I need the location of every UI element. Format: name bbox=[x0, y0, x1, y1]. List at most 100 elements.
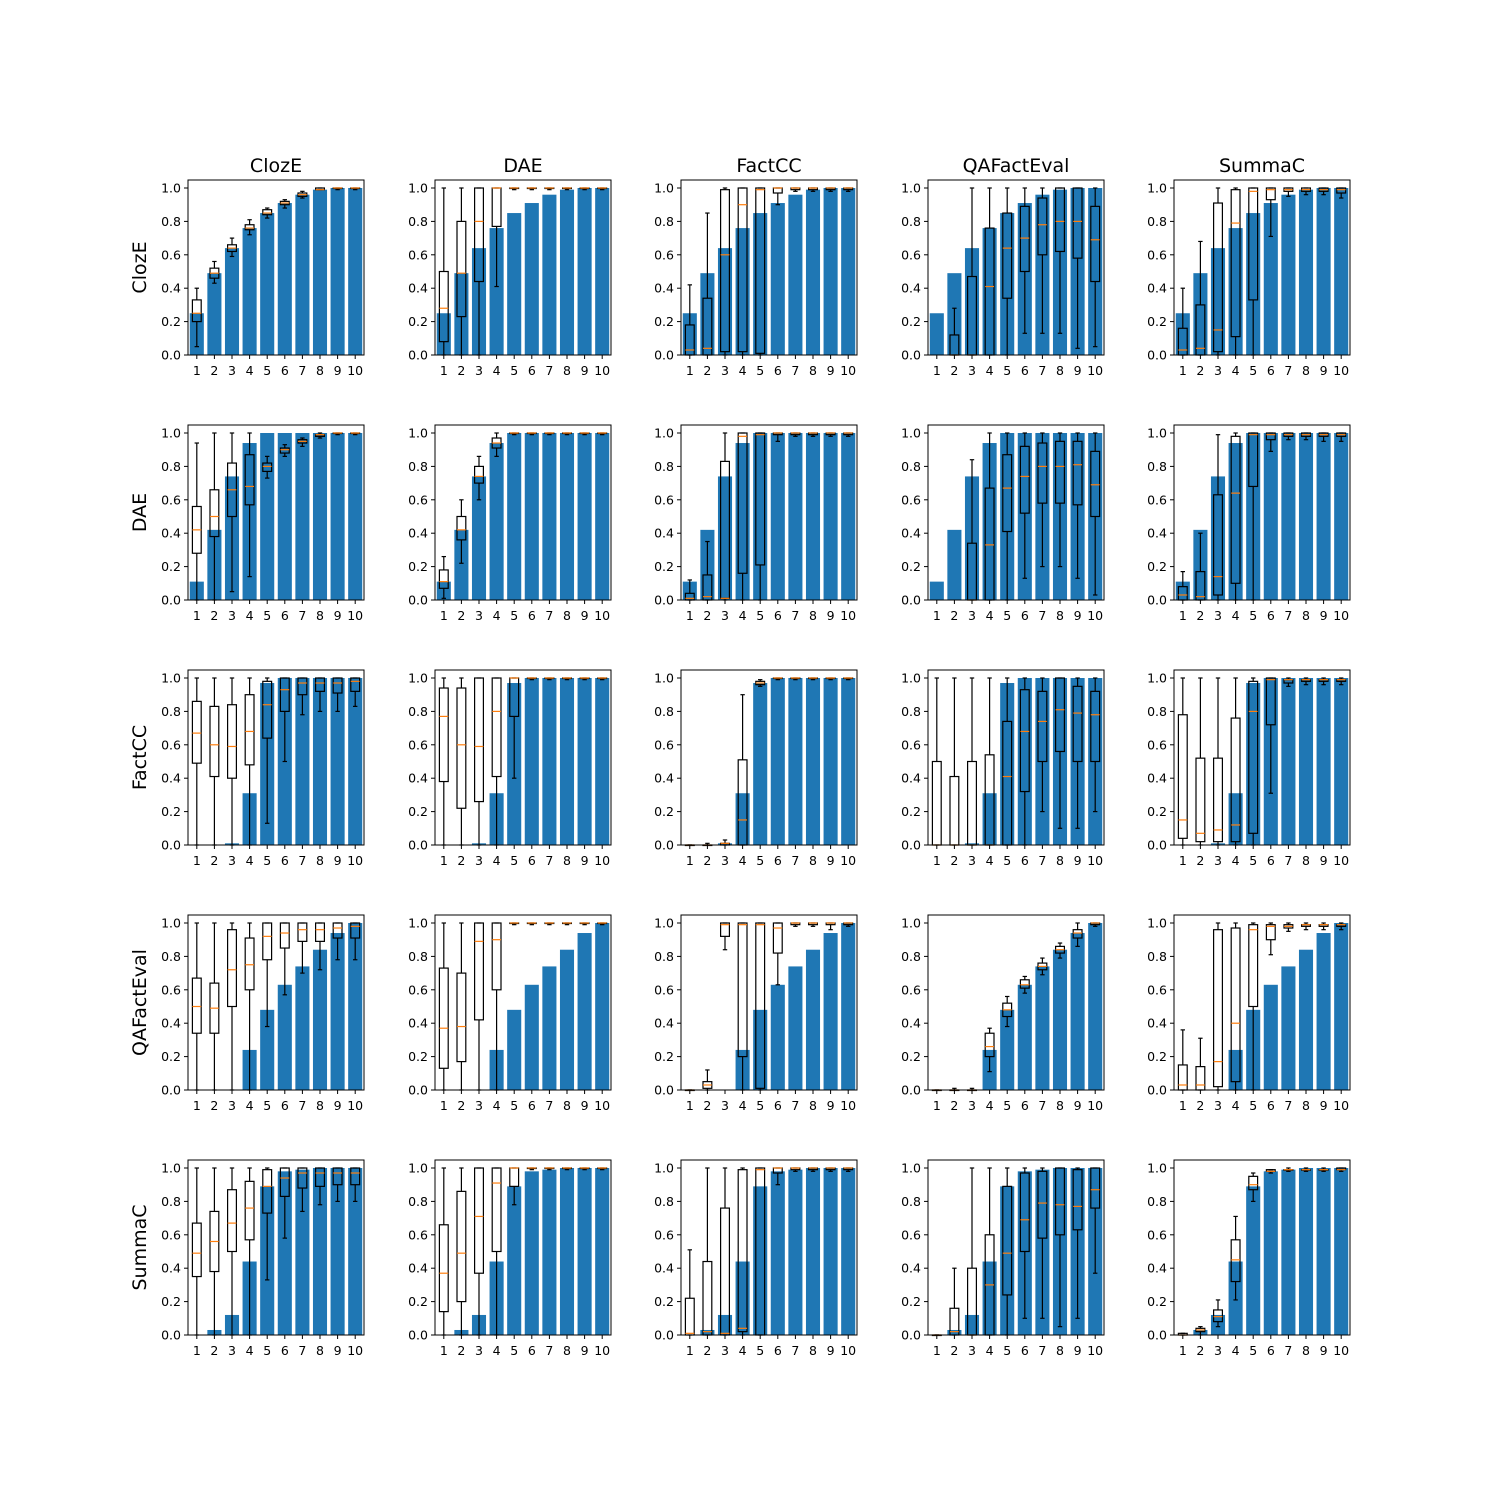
x-tick-label: 8 bbox=[1056, 608, 1064, 623]
x-tick-label: 4 bbox=[493, 608, 501, 623]
y-tick-label: 0.4 bbox=[901, 1016, 921, 1031]
box bbox=[1230, 927, 1241, 1083]
bar bbox=[805, 949, 821, 1090]
y-tick-label: 0.0 bbox=[901, 593, 921, 608]
y-tick-label: 0.4 bbox=[1147, 771, 1167, 786]
box-plot bbox=[1248, 922, 1259, 1091]
box-plot bbox=[1300, 677, 1311, 686]
y-tick-label: 0.4 bbox=[408, 1016, 428, 1031]
bar bbox=[260, 433, 275, 600]
axes-frame bbox=[1173, 424, 1351, 601]
x-tick-label: 3 bbox=[1214, 608, 1222, 623]
box bbox=[438, 687, 449, 783]
bar bbox=[1334, 1168, 1349, 1335]
bar bbox=[207, 273, 222, 355]
x-tick-label: 7 bbox=[1284, 853, 1292, 868]
box-plot bbox=[1265, 1169, 1276, 1174]
panel-factcc-qafacteval: 0.0 0.2 0.4 0.6 0.8 1.0 1 2 3 4 5 6 7 8 9 10 bbox=[901, 669, 1105, 868]
x-tick-label: 5 bbox=[756, 853, 764, 868]
y-tick-label: 0.6 bbox=[654, 1227, 674, 1242]
x-tick-label: 5 bbox=[1249, 363, 1257, 378]
bar bbox=[454, 273, 469, 355]
box-plot bbox=[579, 432, 590, 436]
box-plot bbox=[191, 287, 202, 348]
box-plot bbox=[279, 444, 290, 457]
x-tick-label: 4 bbox=[739, 1343, 747, 1358]
y-tick-label: 0.8 bbox=[408, 949, 428, 964]
x-tick-label: 7 bbox=[1038, 608, 1046, 623]
bar bbox=[507, 213, 522, 355]
x-tick-label: 10 bbox=[347, 853, 363, 868]
bar bbox=[224, 248, 240, 355]
box bbox=[1177, 1064, 1188, 1091]
box-plot bbox=[191, 922, 202, 1091]
box-plot bbox=[843, 432, 854, 437]
x-tick-label: 9 bbox=[581, 363, 589, 378]
box-plot bbox=[597, 677, 608, 681]
y-tick-label: 0.8 bbox=[901, 214, 921, 229]
box bbox=[262, 462, 273, 473]
x-tick-label: 2 bbox=[1196, 1098, 1204, 1113]
box-plot bbox=[1037, 1167, 1048, 1319]
box-plot bbox=[1090, 922, 1101, 927]
x-tick-label: 4 bbox=[246, 1343, 254, 1358]
bar bbox=[507, 1186, 522, 1335]
x-tick-label: 10 bbox=[1333, 853, 1349, 868]
bar bbox=[1017, 984, 1032, 1090]
box-plot bbox=[332, 432, 343, 436]
x-tick-label: 2 bbox=[950, 363, 958, 378]
bar bbox=[964, 248, 980, 355]
box-plot bbox=[297, 677, 308, 716]
x-tick-label: 6 bbox=[1267, 363, 1275, 378]
x-tick-label: 5 bbox=[263, 1098, 271, 1113]
x-tick-label: 7 bbox=[1038, 1098, 1046, 1113]
box-plot bbox=[1336, 187, 1347, 199]
box bbox=[1054, 187, 1065, 253]
bar bbox=[1000, 683, 1015, 845]
x-tick-label: 4 bbox=[493, 363, 501, 378]
bar bbox=[1316, 678, 1331, 845]
x-tick-label: 10 bbox=[1333, 1343, 1349, 1358]
x-tick-label: 8 bbox=[1056, 363, 1064, 378]
x-tick-label: 9 bbox=[827, 608, 835, 623]
box-plot bbox=[807, 432, 818, 437]
x-tick-label: 5 bbox=[510, 853, 518, 868]
box-plot bbox=[966, 677, 977, 846]
y-tick-label: 0.6 bbox=[654, 737, 674, 752]
bar bbox=[753, 1009, 768, 1090]
panel-qafacteval-factcc: 0.0 0.2 0.4 0.6 0.8 1.0 1 2 3 4 5 6 7 8 9 10 bbox=[654, 914, 858, 1113]
x-tick-label: 3 bbox=[968, 1343, 976, 1358]
box bbox=[297, 677, 308, 696]
y-tick-label: 0.2 bbox=[1147, 1049, 1167, 1064]
y-tick-label: 1.0 bbox=[408, 426, 428, 441]
x-tick-label: 6 bbox=[1021, 1343, 1029, 1358]
box bbox=[1212, 757, 1223, 843]
bar bbox=[295, 966, 310, 1090]
box-plot bbox=[984, 1027, 995, 1073]
box bbox=[1230, 435, 1241, 584]
x-tick-label: 1 bbox=[193, 853, 201, 868]
box bbox=[1019, 979, 1030, 989]
bar bbox=[1088, 188, 1103, 355]
x-tick-label: 2 bbox=[703, 1098, 711, 1113]
axes-frame bbox=[1173, 669, 1351, 846]
x-tick-label: 6 bbox=[528, 608, 536, 623]
box bbox=[209, 705, 220, 778]
bar bbox=[295, 678, 310, 845]
x-tick-label: 1 bbox=[440, 1343, 448, 1358]
x-tick-label: 5 bbox=[263, 853, 271, 868]
y-tick-label: 0.0 bbox=[161, 1328, 181, 1343]
box bbox=[1002, 454, 1013, 533]
x-tick-label: 7 bbox=[298, 1343, 306, 1358]
box-plot bbox=[561, 187, 572, 191]
x-tick-label: 10 bbox=[1087, 363, 1103, 378]
y-tick-label: 0.6 bbox=[408, 982, 428, 997]
x-tick-label: 1 bbox=[440, 363, 448, 378]
box-plot bbox=[684, 1249, 695, 1336]
box-plot bbox=[191, 677, 202, 846]
bar bbox=[1246, 683, 1261, 845]
bar bbox=[964, 1314, 980, 1335]
bar bbox=[312, 189, 328, 355]
box bbox=[1248, 1175, 1259, 1191]
x-tick-label: 1 bbox=[193, 1098, 201, 1113]
